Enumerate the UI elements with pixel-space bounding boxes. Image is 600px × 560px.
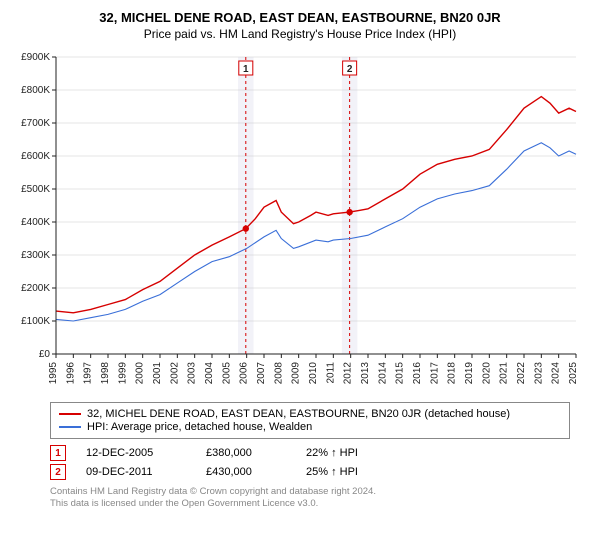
svg-text:2012: 2012 <box>343 362 354 385</box>
sale-vs-hpi: 25% ↑ HPI <box>306 466 396 478</box>
sale-marker-badge: 2 <box>50 464 66 480</box>
sale-row: 1 12-DEC-2005 £380,000 22% ↑ HPI <box>50 445 570 461</box>
svg-text:£600K: £600K <box>21 151 50 162</box>
svg-text:1998: 1998 <box>100 362 111 385</box>
legend-swatch <box>59 426 81 428</box>
svg-text:2021: 2021 <box>499 362 510 385</box>
svg-text:1: 1 <box>243 64 249 75</box>
svg-text:1995: 1995 <box>48 362 59 385</box>
chart-title: 32, MICHEL DENE ROAD, EAST DEAN, EASTBOU… <box>10 10 590 25</box>
svg-text:2020: 2020 <box>481 362 492 385</box>
svg-text:2017: 2017 <box>429 362 440 385</box>
svg-text:2015: 2015 <box>395 362 406 385</box>
legend-row: 32, MICHEL DENE ROAD, EAST DEAN, EASTBOU… <box>59 408 561 420</box>
legend-row: HPI: Average price, detached house, Weal… <box>59 421 561 433</box>
price-chart-svg: 1 2 £0 £100K £200K £300K £400K £500K £600K £700K £… <box>10 49 590 394</box>
svg-text:£500K: £500K <box>21 184 50 195</box>
svg-text:£800K: £800K <box>21 85 50 96</box>
svg-text:2002: 2002 <box>169 362 180 385</box>
svg-text:1996: 1996 <box>65 362 76 385</box>
svg-text:2022: 2022 <box>516 362 527 385</box>
svg-text:2: 2 <box>347 64 353 75</box>
sale-date: 12-DEC-2005 <box>86 447 186 459</box>
svg-text:2019: 2019 <box>464 362 475 385</box>
svg-text:2011: 2011 <box>325 362 336 384</box>
svg-text:2007: 2007 <box>256 362 267 385</box>
sale-date: 09-DEC-2011 <box>86 466 186 478</box>
svg-text:2005: 2005 <box>221 362 232 385</box>
chart-subtitle: Price paid vs. HM Land Registry's House … <box>10 27 590 41</box>
legend-swatch <box>59 413 81 415</box>
svg-text:1999: 1999 <box>117 362 128 385</box>
legend: 32, MICHEL DENE ROAD, EAST DEAN, EASTBOU… <box>50 402 570 439</box>
svg-text:£200K: £200K <box>21 283 50 294</box>
svg-text:2001: 2001 <box>152 362 163 385</box>
svg-text:2006: 2006 <box>239 362 250 385</box>
footer-line-1: Contains HM Land Registry data © Crown c… <box>50 486 570 498</box>
svg-text:£300K: £300K <box>21 250 50 261</box>
svg-text:2008: 2008 <box>273 362 284 385</box>
svg-text:2014: 2014 <box>377 362 388 385</box>
svg-text:2010: 2010 <box>308 362 319 385</box>
svg-text:2024: 2024 <box>551 362 562 385</box>
svg-text:2023: 2023 <box>533 362 544 385</box>
svg-text:2018: 2018 <box>447 362 458 385</box>
sale-marker-badge: 1 <box>50 445 66 461</box>
footer-line-2: This data is licensed under the Open Gov… <box>50 498 570 510</box>
footer-attribution: Contains HM Land Registry data © Crown c… <box>50 486 570 511</box>
svg-text:£400K: £400K <box>21 217 50 228</box>
svg-text:£100K: £100K <box>21 316 50 327</box>
chart-area: 1 2 £0 £100K £200K £300K £400K £500K £600K £700K £… <box>10 49 590 394</box>
sale-price: £380,000 <box>206 447 286 459</box>
svg-text:2000: 2000 <box>135 362 146 385</box>
svg-text:£0: £0 <box>39 349 51 360</box>
svg-text:2004: 2004 <box>204 362 215 385</box>
legend-label: HPI: Average price, detached house, Weal… <box>87 421 312 433</box>
svg-text:2013: 2013 <box>360 362 371 385</box>
svg-text:1997: 1997 <box>83 362 94 385</box>
sale-vs-hpi: 22% ↑ HPI <box>306 447 396 459</box>
svg-text:2016: 2016 <box>412 362 423 385</box>
sale-row: 2 09-DEC-2011 £430,000 25% ↑ HPI <box>50 464 570 480</box>
legend-label: 32, MICHEL DENE ROAD, EAST DEAN, EASTBOU… <box>87 408 510 420</box>
svg-text:£900K: £900K <box>21 52 50 63</box>
svg-text:2009: 2009 <box>291 362 302 385</box>
svg-text:2003: 2003 <box>187 362 198 385</box>
svg-text:£700K: £700K <box>21 118 50 129</box>
svg-text:2025: 2025 <box>568 362 579 385</box>
sale-price: £430,000 <box>206 466 286 478</box>
sales-table: 1 12-DEC-2005 £380,000 22% ↑ HPI 2 09-DEC-201… <box>50 445 570 480</box>
